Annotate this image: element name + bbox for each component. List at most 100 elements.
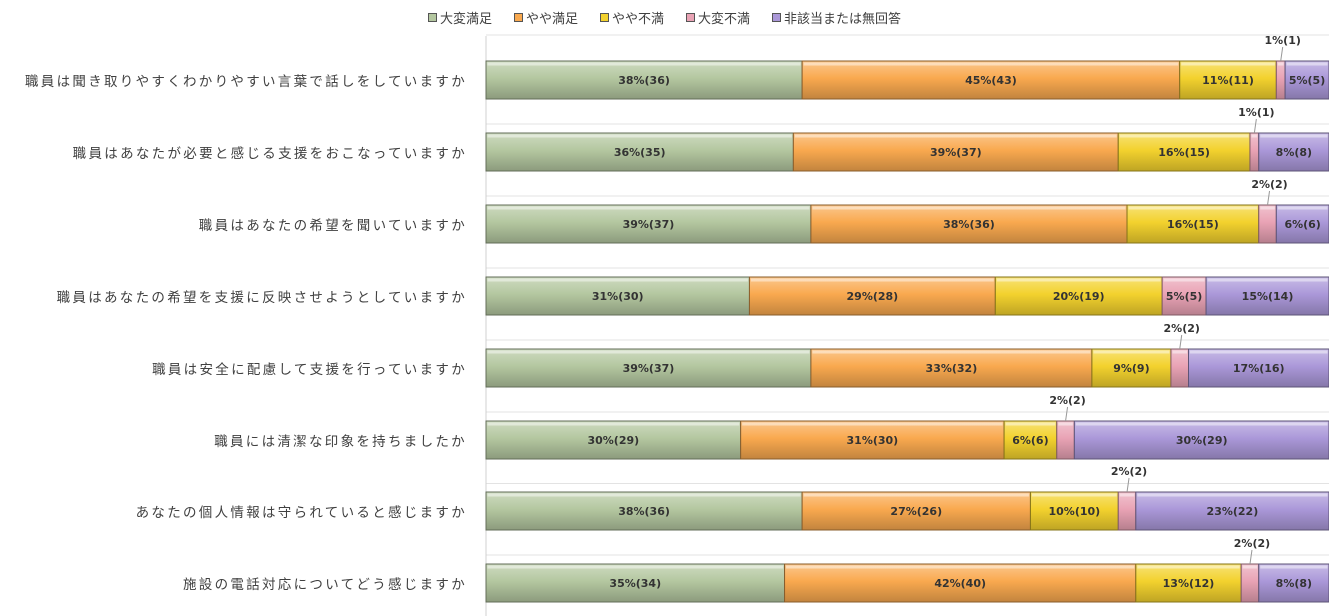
bar-segment — [1258, 204, 1277, 244]
data-label: 39%(37) — [930, 146, 982, 159]
data-label: 1%(1) — [1265, 34, 1301, 47]
category-label: 職員はあなたの希望を聞いていますか — [198, 218, 467, 234]
bar-bevel — [1075, 422, 1328, 426]
data-label: 30%(29) — [587, 434, 639, 447]
data-label: 2%(2) — [1234, 537, 1270, 550]
bar-bevel — [1260, 565, 1328, 569]
legend-label: 非該当または無回答 — [784, 11, 902, 27]
data-label: 1%(1) — [1238, 106, 1274, 119]
bar-segment — [1161, 276, 1207, 316]
bar-segment — [1091, 348, 1172, 388]
data-label: 45%(43) — [965, 74, 1017, 87]
legend-item: 非該当または無回答 — [772, 8, 902, 27]
bar-segment — [810, 204, 1128, 244]
legend-label: やや満足 — [525, 11, 578, 27]
legend: 大変満足 やや満足 やや不満 大変不満 非該当または無回答 — [0, 8, 1329, 27]
bar-bevel — [1137, 565, 1240, 569]
data-label: 27%(26) — [890, 505, 942, 518]
data-label: 6%(6) — [1012, 434, 1048, 447]
category-label: 施設の電話対応についてどう感じますか — [183, 577, 467, 593]
data-label: 2%(2) — [1251, 178, 1287, 191]
bar-bevel — [786, 565, 1135, 569]
data-label: 8%(8) — [1276, 146, 1312, 159]
legend-swatch — [513, 12, 523, 22]
bar-bevel — [750, 278, 994, 282]
data-label: 13%(12) — [1163, 577, 1215, 590]
legend-item: 大変不満 — [686, 8, 750, 27]
bar-segment — [1275, 60, 1286, 100]
legend-swatch — [772, 12, 782, 22]
data-label: 38%(36) — [943, 218, 995, 231]
legend-swatch — [427, 12, 437, 22]
bar-segment — [1073, 420, 1329, 460]
data-label: 36%(35) — [614, 146, 666, 159]
bar-bevel — [1163, 278, 1205, 282]
callout-leader — [1253, 118, 1257, 134]
bar-segment — [485, 60, 803, 100]
bar-segment — [1003, 420, 1058, 460]
bar-segment — [1188, 348, 1329, 388]
data-label: 23%(22) — [1207, 505, 1259, 518]
category-label: あなたの個人情報は守られていると感じますか — [135, 505, 467, 521]
data-label: 39%(37) — [623, 362, 675, 375]
callout-leader — [1065, 406, 1069, 422]
data-label: 5%(5) — [1289, 74, 1325, 87]
legend-label: やや不満 — [611, 11, 664, 27]
callout-leader — [1249, 549, 1253, 565]
bar-bevel — [1128, 206, 1258, 210]
legend-item: やや不満 — [599, 8, 664, 27]
bar-bevel — [803, 62, 1179, 66]
data-label: 42%(40) — [934, 577, 986, 590]
callout-leader — [1280, 46, 1284, 62]
bar-bevel — [996, 278, 1161, 282]
bar-segment — [1258, 563, 1329, 603]
bar-bevel — [794, 134, 1117, 138]
bar-bevel — [487, 422, 740, 426]
bar-segment — [1029, 491, 1119, 531]
bar-segment — [485, 132, 794, 172]
data-label: 38%(36) — [618, 74, 670, 87]
bar-segment — [1249, 132, 1260, 172]
bar-bevel — [812, 206, 1126, 210]
legend-swatch — [599, 12, 609, 22]
bar-segment — [740, 420, 1005, 460]
data-label: 31%(30) — [592, 290, 644, 303]
bar-segment — [1126, 204, 1260, 244]
data-label: 16%(15) — [1167, 218, 1219, 231]
data-label: 29%(28) — [847, 290, 899, 303]
bar-bevel — [1093, 350, 1170, 354]
data-label: 11%(11) — [1202, 74, 1254, 87]
data-label: 9%(9) — [1113, 362, 1149, 375]
bar-bevel — [1119, 134, 1249, 138]
bar-bevel — [1260, 134, 1328, 138]
category-label: 職員には清潔な印象を持ちましたか — [214, 434, 467, 450]
bar-bevel — [812, 350, 1091, 354]
bar-segment — [1205, 276, 1329, 316]
data-label: 2%(2) — [1164, 322, 1200, 335]
data-label: 10%(10) — [1048, 505, 1100, 518]
bar-bevel — [1207, 278, 1328, 282]
data-label: 20%(19) — [1053, 290, 1105, 303]
bar-bevel — [1031, 493, 1117, 497]
bar-bevel — [1260, 206, 1275, 210]
data-label: 39%(37) — [623, 218, 675, 231]
bar-bevel — [1286, 62, 1328, 66]
data-label: 2%(2) — [1049, 394, 1085, 407]
bar-segment — [1258, 132, 1329, 172]
bar-segment — [1117, 491, 1137, 531]
bar-bevel — [487, 350, 810, 354]
bar-segment — [1284, 60, 1329, 100]
data-label: 17%(16) — [1233, 362, 1285, 375]
bar-bevel — [1058, 422, 1073, 426]
bar-bevel — [1005, 422, 1056, 426]
legend-label: 大変満足 — [439, 11, 492, 27]
bar-bevel — [1277, 206, 1328, 210]
bar-bevel — [487, 493, 801, 497]
data-label: 38%(36) — [618, 505, 670, 518]
bar-segment — [1135, 491, 1329, 531]
category-label: 職員はあなたの希望を支援に反映させようとしていますか — [56, 290, 467, 306]
category-label: 職員は聞き取りやすくわかりやすい言葉で話しをしていますか — [25, 74, 467, 90]
bar-segment — [1170, 348, 1189, 388]
bar-segment — [1135, 563, 1242, 603]
